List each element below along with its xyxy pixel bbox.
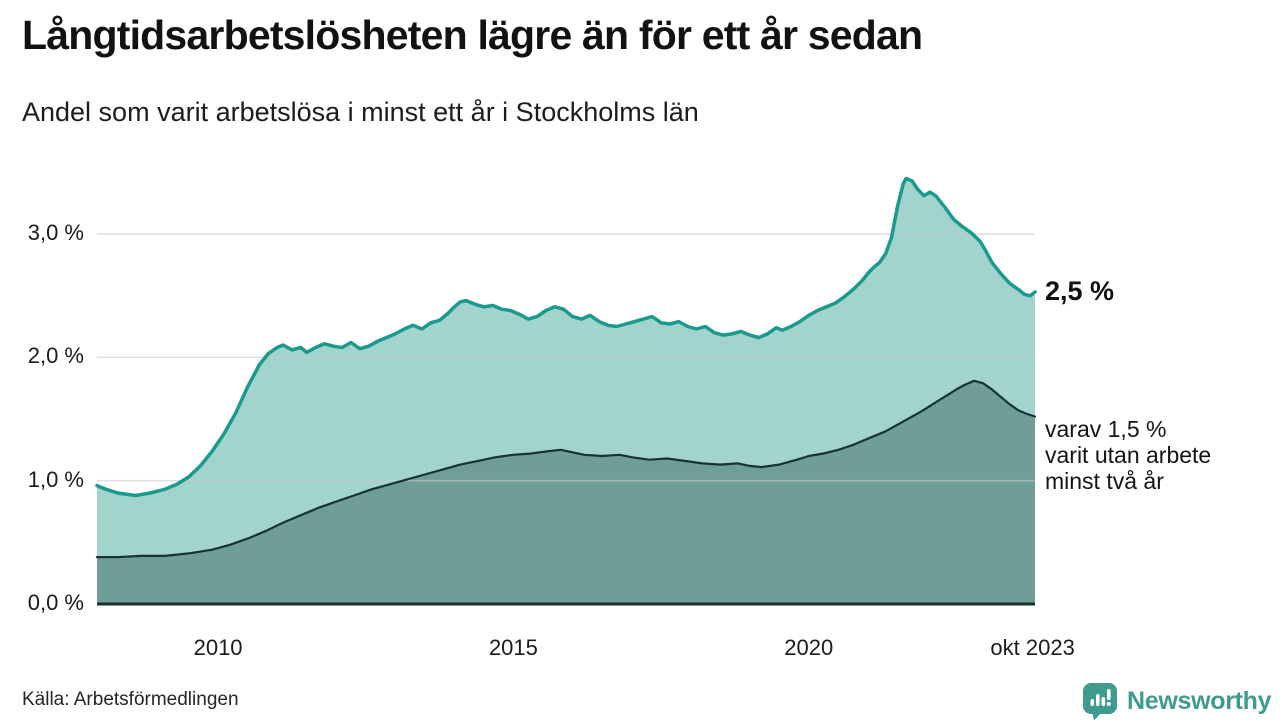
latest-value-annotation: 2,5 % <box>1045 276 1115 306</box>
source-note: Källa: Arbetsförmedlingen <box>22 689 239 710</box>
page-title: Långtidsarbetslösheten lägre än för ett … <box>22 12 923 58</box>
x-axis-tick-label: 2015 <box>488 635 538 660</box>
series-long-term-line <box>95 176 1037 498</box>
two-year-annotation: varav 1,5 % varit utan arbete minst två … <box>1045 416 1211 494</box>
y-axis-tick-label: 1,0 % <box>27 466 84 492</box>
series-two-year-area <box>97 380 1035 604</box>
x-axis-tick-label: 2010 <box>193 635 243 660</box>
y-axis-tick-label: 2,0 % <box>27 343 84 369</box>
newsworthy-wordmark: Newsworthy <box>1127 686 1272 715</box>
y-axis-tick-label: 3,0 % <box>27 220 84 245</box>
newsworthy-icon <box>1083 683 1117 720</box>
chart-subtitle: Andel som varit arbetslösa i minst ett å… <box>22 97 699 127</box>
two-year-annotation-line: minst två år <box>1045 468 1164 494</box>
x-axis-tick-label: okt 2023 <box>990 635 1075 660</box>
newsworthy-logo: Newsworthy <box>1080 681 1272 720</box>
two-year-annotation-line: varit utan arbete <box>1045 442 1212 468</box>
two-year-annotation-line: varav 1,5 % <box>1045 416 1167 442</box>
y-axis-tick-label: 0,0 % <box>27 590 84 615</box>
x-axis-tick-label: 2020 <box>784 635 834 660</box>
series-two-year-line <box>95 379 1037 559</box>
